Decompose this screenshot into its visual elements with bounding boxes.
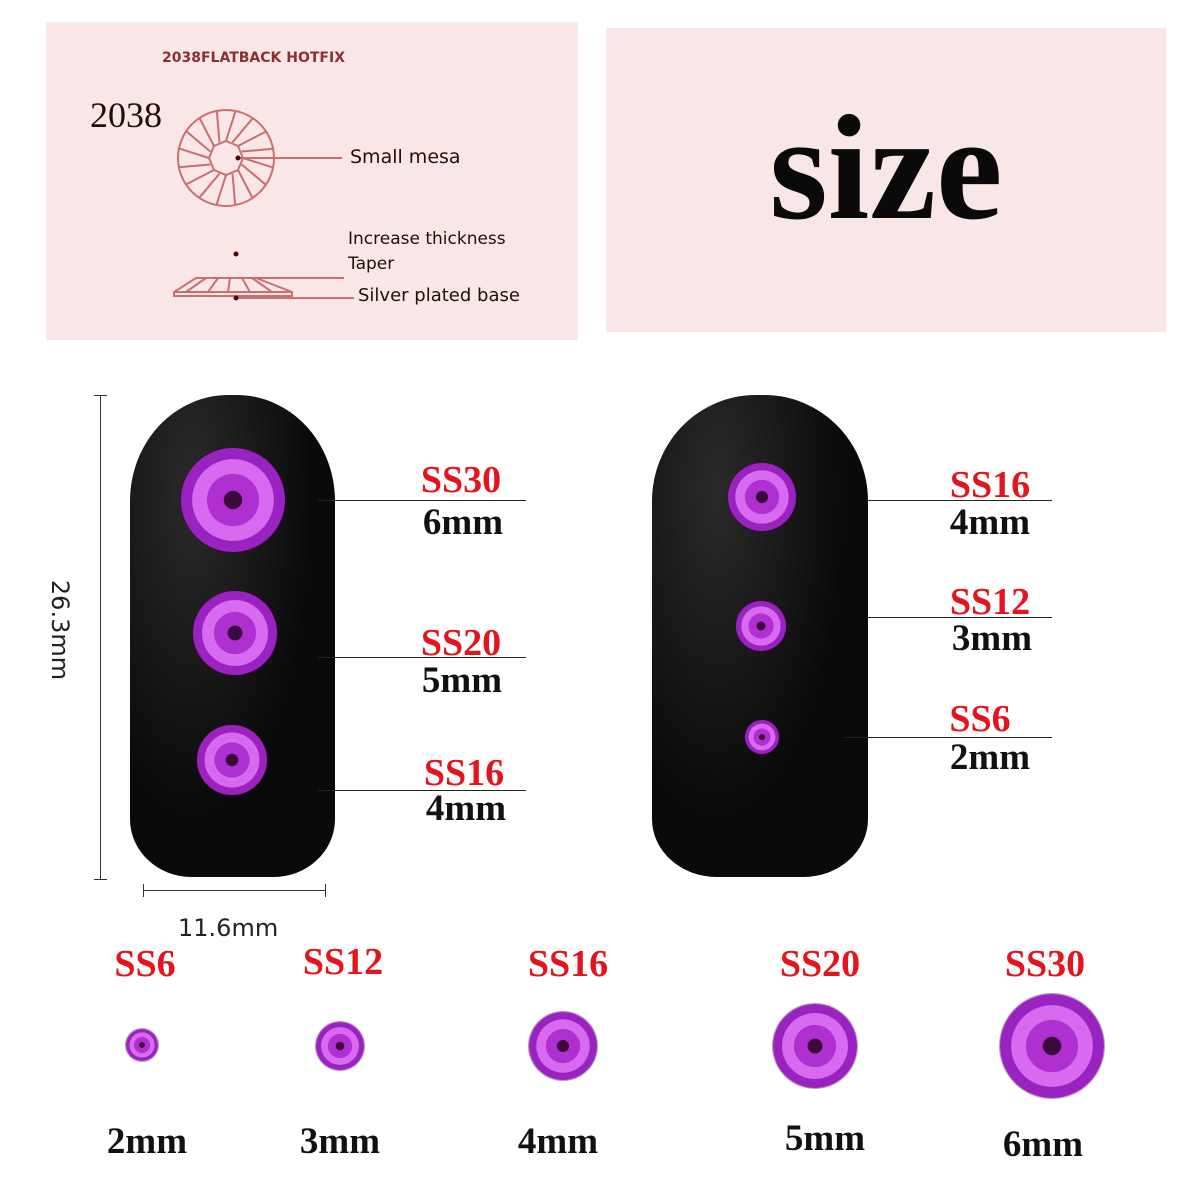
facet-line [185, 169, 215, 186]
size-mm: 5mm [421, 660, 503, 701]
facet-line [225, 110, 237, 142]
facet-line [237, 169, 254, 199]
size-code: SS20 [779, 943, 861, 985]
size-mm: 6mm [422, 502, 504, 543]
dimension-tick [94, 395, 107, 396]
pointer-line [318, 500, 526, 501]
facet-line [215, 174, 227, 206]
size-code: SS12 [302, 941, 384, 983]
gem-ss12 [316, 1022, 364, 1070]
height-label: 26.3mm [46, 579, 74, 681]
label-silver-plated-base: Silver plated base [358, 285, 520, 306]
facet-line [231, 117, 254, 143]
pointer-line [318, 657, 526, 658]
size-code: SS12 [949, 581, 1031, 623]
diagram-panel: 2038FLATBACK HOTFIX 2038 Small mesa Incr… [46, 22, 578, 340]
label-taper: Taper [348, 254, 395, 274]
facet-line [242, 157, 274, 169]
size-code: SS30 [420, 459, 502, 501]
facet-line [198, 117, 215, 147]
dimension-tick [94, 879, 107, 880]
size-mm: 2mm [106, 1121, 188, 1162]
gem-ss6 [126, 1029, 158, 1061]
gem-ss16 [197, 725, 267, 795]
rhinestone-diagram [173, 109, 354, 301]
gem-ss6 [745, 720, 779, 754]
label-increase-thickness: Increase thickness [348, 229, 506, 249]
gem-ss20 [773, 1004, 857, 1088]
pointer-line [845, 737, 1052, 738]
facet-line [185, 130, 211, 153]
height-dimension-line [100, 395, 101, 880]
facet-line [237, 130, 267, 147]
size-mm: 5mm [784, 1118, 866, 1159]
size-code: SS30 [1004, 943, 1086, 985]
width-label: 11.6mm [178, 914, 279, 942]
width-dimension-line [143, 890, 326, 891]
facet-line [215, 110, 221, 143]
size-mm: 6mm [1002, 1124, 1084, 1165]
size-code: SS20 [420, 622, 502, 664]
size-code: SS16 [949, 464, 1031, 506]
model-number: 2038 [90, 95, 162, 135]
gem-ss16 [728, 463, 796, 531]
facet-line [241, 163, 267, 186]
pointer-line [868, 617, 1052, 618]
size-code: SS16 [423, 752, 505, 794]
gem-ss12 [736, 601, 786, 651]
diagram-heading: 2038FLATBACK HOTFIX [162, 50, 345, 66]
size-mm: 4mm [517, 1121, 599, 1162]
size-mm: 3mm [951, 618, 1033, 659]
gem-ss20 [193, 591, 277, 675]
facet-line [231, 173, 237, 206]
pointer-line [868, 500, 1052, 501]
gem-ss30 [181, 448, 285, 552]
label-small-mesa: Small mesa [350, 146, 461, 168]
dimension-tick [325, 884, 326, 897]
size-mm: 4mm [425, 788, 507, 829]
facet-line [178, 163, 211, 169]
dimension-tick [143, 884, 144, 897]
title-panel: size [606, 28, 1166, 332]
facet-line [178, 147, 210, 159]
size-mm: 3mm [299, 1121, 381, 1162]
gem-ss30 [1000, 994, 1104, 1098]
size-mm: 2mm [949, 737, 1031, 778]
size-code: SS6 [114, 943, 176, 985]
page-title: size [769, 85, 1003, 251]
size-mm: 4mm [949, 502, 1031, 543]
size-code: SS16 [527, 943, 609, 985]
gem-ss16 [529, 1012, 597, 1080]
size-code: SS6 [949, 698, 1011, 740]
facet-line [198, 173, 221, 199]
pointer-line [318, 790, 526, 791]
facet-line [241, 147, 274, 153]
